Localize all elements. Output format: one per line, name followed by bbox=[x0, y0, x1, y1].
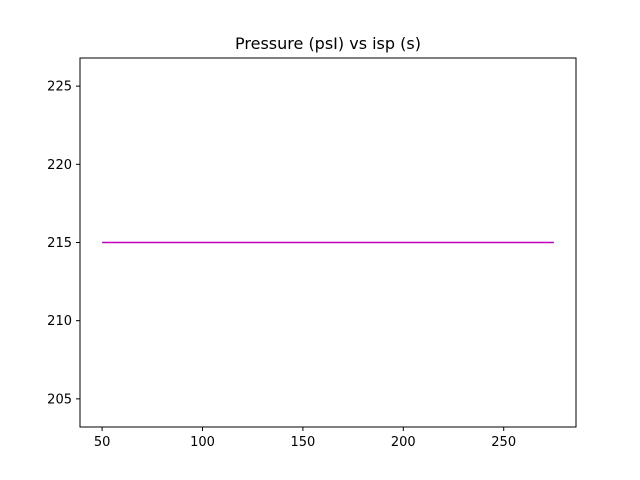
chart-title: Pressure (psI) vs isp (s) bbox=[235, 34, 421, 53]
x-tick-label-4: 200 bbox=[391, 435, 416, 450]
x-tick-label-5: 250 bbox=[491, 435, 516, 450]
y-tick-label-4: 220 bbox=[47, 158, 72, 173]
y-tick-label-5: 225 bbox=[47, 80, 72, 95]
y-tick-label-2: 210 bbox=[47, 314, 72, 329]
x-tick-label-1: 50 bbox=[94, 435, 111, 450]
y-tick-label-1: 205 bbox=[47, 392, 72, 407]
ticks-layer: 50 100 150 200 250 205 210 215 220 225 bbox=[47, 80, 516, 450]
plot-frame bbox=[79, 57, 577, 428]
x-tick-label-2: 100 bbox=[190, 435, 215, 450]
y-tick-label-3: 215 bbox=[47, 236, 72, 251]
x-tick-label-3: 150 bbox=[290, 435, 315, 450]
